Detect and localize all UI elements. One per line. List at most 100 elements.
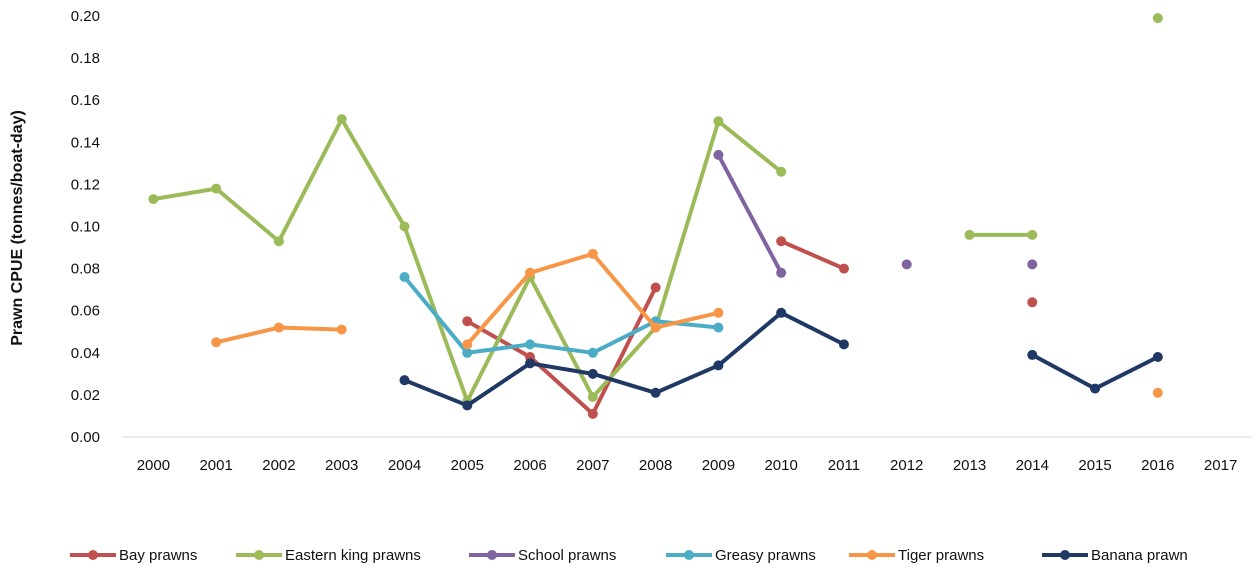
data-point	[462, 347, 473, 358]
y-tick-label: 0.20	[71, 8, 100, 25]
data-point	[399, 272, 410, 283]
data-point	[587, 392, 598, 403]
data-point	[462, 339, 473, 350]
data-point	[650, 387, 661, 398]
legend-swatch-marker	[487, 550, 497, 560]
y-axis-ticks: 0.00 0.02 0.04 0.06 0.08 0.10 0.12 0.14 0.16 0.18…	[71, 8, 100, 446]
y-axis-title: Prawn CPUE (tonnes/boat-day)	[9, 110, 26, 346]
data-point	[336, 114, 347, 125]
x-tick-label: 2002	[262, 457, 295, 474]
y-axis-title-group: Prawn CPUE (tonnes/boat-day)	[9, 110, 26, 346]
series-group	[399, 272, 724, 358]
data-point	[713, 116, 724, 127]
x-tick-label: 2005	[451, 457, 484, 474]
x-tick-label: 2009	[702, 457, 735, 474]
legend-swatch-marker	[254, 550, 264, 560]
legend-item: Greasy prawns	[666, 547, 816, 564]
data-point	[1027, 349, 1038, 360]
legend-swatch-marker	[1060, 550, 1070, 560]
legend-item: Banana prawn	[1042, 547, 1188, 564]
x-tick-label: 2003	[325, 457, 358, 474]
data-point	[713, 307, 724, 318]
x-tick-label: 2011	[828, 457, 860, 474]
data-point	[776, 166, 787, 177]
x-tick-label: 2014	[1016, 457, 1049, 474]
series-group	[713, 149, 1038, 278]
y-tick-label: 0.04	[71, 345, 100, 362]
data-point	[148, 194, 159, 205]
data-point	[964, 229, 975, 240]
legend-item: Eastern king prawns	[236, 547, 421, 564]
legend-swatch-marker	[684, 550, 694, 560]
series-group	[399, 307, 1163, 411]
x-tick-label: 2012	[890, 457, 923, 474]
y-tick-label: 0.18	[71, 50, 100, 67]
legend-label: Greasy prawns	[715, 547, 816, 564]
x-tick-label: 2010	[764, 457, 797, 474]
data-point	[587, 368, 598, 379]
x-tick-label: 2017	[1204, 457, 1237, 474]
data-point	[587, 347, 598, 358]
series-line	[779, 239, 846, 271]
data-point	[525, 267, 536, 278]
data-point	[399, 221, 410, 232]
x-axis-ticks: 2000 2001 2002 2003 2004 2005 2006 2007 2008 2009…	[137, 457, 1238, 474]
x-tick-label: 2008	[639, 457, 672, 474]
data-point	[587, 248, 598, 259]
data-point	[776, 307, 787, 318]
y-tick-label: 0.00	[71, 429, 100, 446]
x-tick-label: 2004	[388, 457, 421, 474]
series-line	[402, 310, 846, 408]
legend-item: School prawns	[469, 547, 616, 564]
data-point	[336, 324, 347, 335]
data-point	[462, 400, 473, 411]
data-point	[776, 267, 787, 278]
series-group	[462, 236, 1038, 419]
data-point	[713, 360, 724, 371]
y-tick-label: 0.12	[71, 176, 100, 193]
data-point	[650, 322, 661, 333]
data-point	[1152, 387, 1163, 398]
data-point	[650, 282, 661, 293]
series-group	[211, 248, 1163, 398]
data-point	[1027, 297, 1038, 308]
series-line	[1030, 352, 1160, 391]
legend-label: Tiger prawns	[898, 547, 984, 564]
series-group	[148, 13, 1163, 407]
series-line	[151, 117, 784, 404]
legend-label: Banana prawn	[1091, 547, 1188, 564]
y-tick-label: 0.08	[71, 261, 100, 278]
data-point	[1152, 352, 1163, 363]
x-tick-label: 2015	[1078, 457, 1111, 474]
y-tick-label: 0.14	[71, 134, 100, 151]
data-point	[1152, 13, 1163, 24]
x-tick-label: 2016	[1141, 457, 1174, 474]
data-point	[462, 316, 473, 327]
y-tick-label: 0.10	[71, 219, 100, 236]
data-point	[713, 322, 724, 333]
data-point	[1090, 383, 1101, 394]
x-tick-label: 2006	[513, 457, 546, 474]
data-point	[1027, 259, 1038, 270]
legend: Bay prawns Eastern king prawns School praw…	[70, 547, 1188, 564]
data-point	[525, 339, 536, 350]
data-point	[901, 259, 912, 270]
data-point	[713, 149, 724, 160]
legend-swatch-marker	[88, 550, 98, 560]
data-point	[838, 339, 849, 350]
series-line	[402, 275, 721, 355]
y-tick-label: 0.16	[71, 92, 100, 109]
x-tick-label: 2013	[953, 457, 986, 474]
data-point	[399, 375, 410, 386]
legend-label: Eastern king prawns	[285, 547, 421, 564]
data-point	[273, 322, 284, 333]
series-line	[716, 152, 784, 275]
y-tick-label: 0.02	[71, 387, 100, 404]
data-point	[211, 337, 222, 348]
data-point	[838, 263, 849, 274]
data-point	[1027, 229, 1038, 240]
x-tick-label: 2007	[576, 457, 609, 474]
x-tick-label: 2001	[199, 457, 232, 474]
legend-label: Bay prawns	[119, 547, 197, 564]
